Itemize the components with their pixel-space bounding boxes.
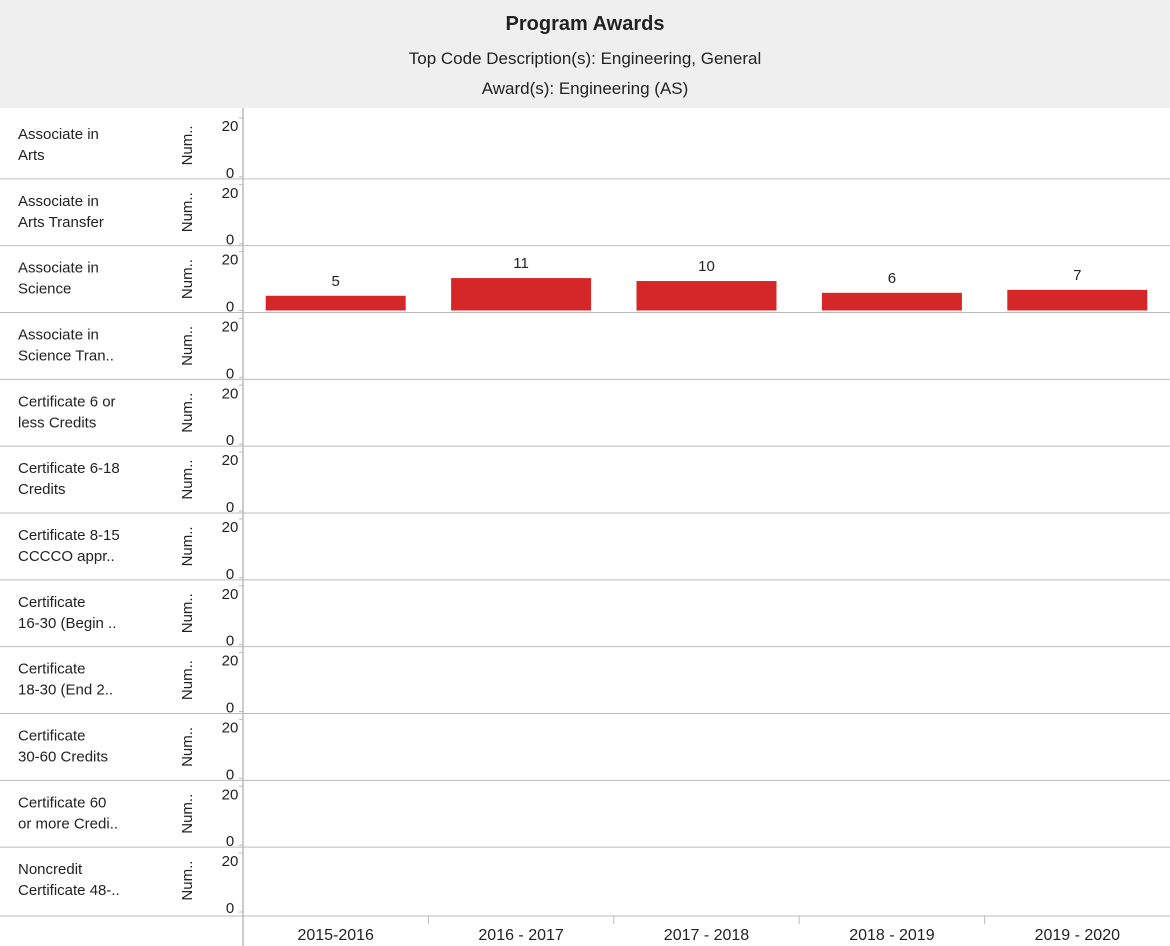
value-label: 6 — [888, 270, 896, 287]
y-axis-label: Num.. — [179, 259, 196, 299]
y-axis-label: Num.. — [179, 192, 196, 232]
bar — [636, 281, 777, 311]
y-tick-label: 0 — [226, 700, 234, 717]
y-tick-label: 0 — [226, 566, 234, 583]
y-tick-label: 0 — [226, 165, 234, 182]
row-label: Certificate 6 or — [18, 393, 116, 410]
y-tick-label: 0 — [226, 633, 234, 650]
row-label: CCCCO appr.. — [18, 548, 115, 565]
y-tick-label: 0 — [226, 232, 234, 249]
row-label: Certificate 48-.. — [18, 882, 120, 899]
y-tick-label: 20 — [222, 786, 239, 803]
y-tick-label: 0 — [226, 766, 234, 783]
row-label: Arts Transfer — [18, 214, 104, 231]
bar — [451, 278, 592, 311]
y-tick-label: 20 — [222, 319, 239, 336]
bar — [821, 292, 962, 311]
row-label: 16-30 (Begin .. — [18, 615, 116, 632]
row-label: Noncredit — [18, 861, 83, 878]
row-label: Certificate 8-15 — [18, 527, 120, 544]
y-axis-label: Num.. — [179, 526, 196, 566]
y-axis-label: Num.. — [179, 460, 196, 500]
y-tick-label: 20 — [222, 385, 239, 402]
y-axis-label: Num.. — [179, 660, 196, 700]
row-label: Certificate — [18, 728, 86, 745]
x-tick-label: 2016 - 2017 — [478, 927, 564, 944]
value-label: 7 — [1073, 267, 1081, 284]
row-label: Associate in — [18, 126, 99, 143]
y-tick-label: 20 — [222, 653, 239, 670]
row-label: 18-30 (End 2.. — [18, 682, 113, 699]
y-axis-label: Num.. — [179, 861, 196, 901]
y-axis-label: Num.. — [179, 593, 196, 633]
y-tick-label: 0 — [226, 900, 234, 917]
row-label: or more Credi.. — [18, 815, 118, 832]
row-label: less Credits — [18, 414, 96, 431]
row-label: Credits — [18, 481, 66, 498]
y-tick-label: 20 — [222, 252, 239, 269]
y-tick-label: 0 — [226, 365, 234, 382]
row-label: Certificate 6-18 — [18, 460, 120, 477]
x-tick-label: 2015-2016 — [297, 927, 374, 944]
row-label: Associate in — [18, 327, 99, 344]
y-axis-label: Num.. — [179, 326, 196, 366]
row-label: Associate in — [18, 260, 99, 277]
y-tick-label: 20 — [222, 720, 239, 737]
x-tick-label: 2017 - 2018 — [664, 927, 750, 944]
y-axis-label: Num.. — [179, 125, 196, 165]
y-tick-label: 20 — [222, 185, 239, 202]
row-label: Science Tran.. — [18, 348, 114, 365]
x-tick-label: 2018 - 2019 — [849, 927, 935, 944]
y-axis-label: Num.. — [179, 727, 196, 767]
value-label: 10 — [698, 258, 715, 275]
y-axis-label: Num.. — [179, 794, 196, 834]
subtitle: Award(s): Engineering (AS) — [482, 79, 689, 98]
x-tick-label: 2019 - 2020 — [1035, 927, 1121, 944]
y-axis-label: Num.. — [179, 393, 196, 433]
row-label: Science — [18, 281, 71, 298]
value-label: 5 — [332, 273, 340, 290]
y-tick-label: 20 — [222, 118, 239, 135]
y-tick-label: 0 — [226, 432, 234, 449]
y-tick-label: 0 — [226, 499, 234, 516]
value-label: 11 — [513, 255, 529, 272]
y-tick-label: 0 — [226, 299, 234, 316]
y-tick-label: 20 — [222, 452, 239, 469]
subtitle: Top Code Description(s): Engineering, Ge… — [409, 49, 761, 68]
row-label: Certificate 60 — [18, 794, 106, 811]
y-tick-label: 20 — [222, 519, 239, 536]
y-tick-label: 0 — [226, 833, 234, 850]
bar — [265, 295, 406, 311]
row-label: Arts — [18, 147, 45, 164]
row-label: 30-60 Credits — [18, 749, 108, 766]
y-tick-label: 20 — [222, 853, 239, 870]
bar — [1007, 289, 1148, 311]
row-label: Certificate — [18, 594, 86, 611]
chart-title: Program Awards — [506, 13, 665, 35]
row-label: Certificate — [18, 661, 86, 678]
header-bg — [0, 0, 1170, 108]
y-tick-label: 20 — [222, 586, 239, 603]
row-label: Associate in — [18, 193, 99, 210]
